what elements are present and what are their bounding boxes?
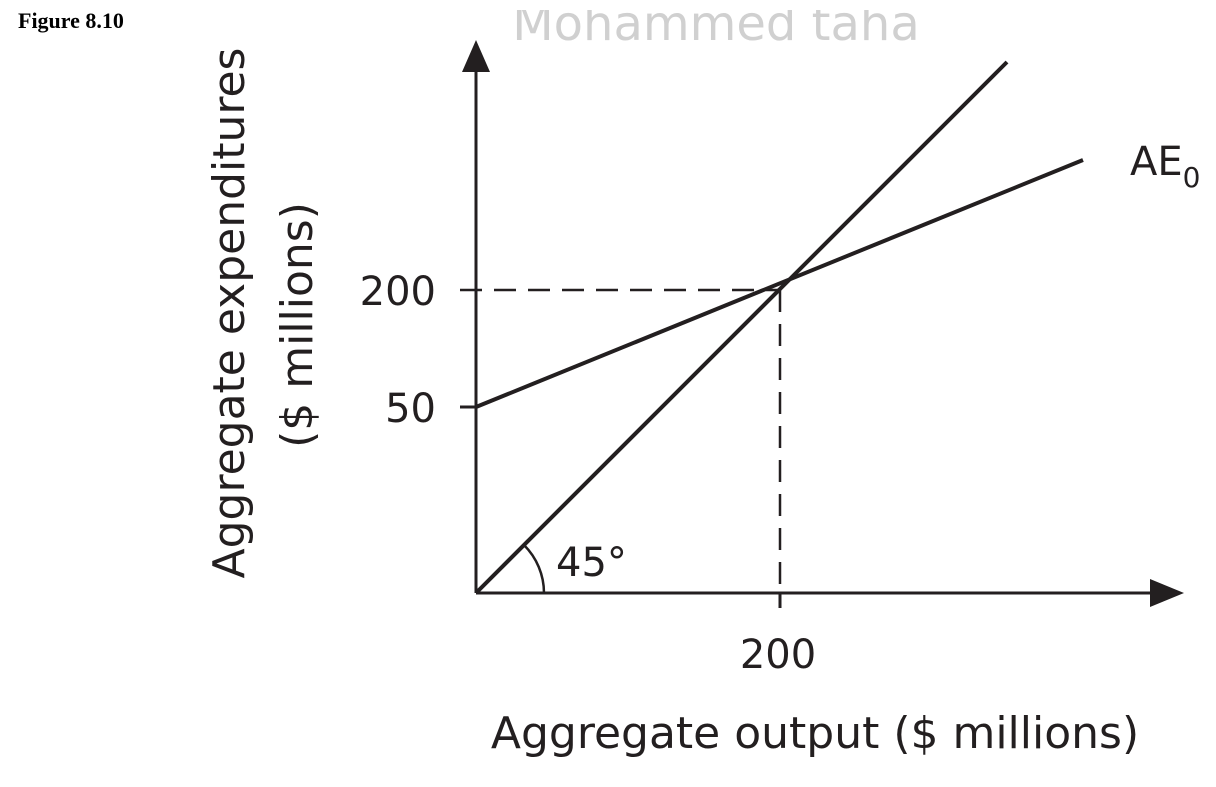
angle-label: 45° [556,540,627,586]
x-arrow [1150,579,1184,607]
x-axis-title: Aggregate output ($ millions) [491,708,1139,759]
ae-label-main: AE [1130,139,1183,185]
x-tick-label: 200 [740,632,816,678]
45-degree-line [474,60,1009,595]
watermark: Mohammed taha [512,0,919,52]
y-axis-title: Aggregate expenditures [204,48,255,579]
y-tick-label: 200 [360,269,436,315]
ae-line [475,158,1084,409]
ae-label: AE0 [1130,139,1200,194]
angle-arc [523,544,546,594]
y-arrow [462,40,490,72]
y-axis-subtitle: ($ millions) [272,202,323,448]
y-tick-label: 50 [385,386,436,432]
figure-label: Figure 8.10 [18,8,124,33]
ae-label-sub: 0 [1183,161,1201,194]
